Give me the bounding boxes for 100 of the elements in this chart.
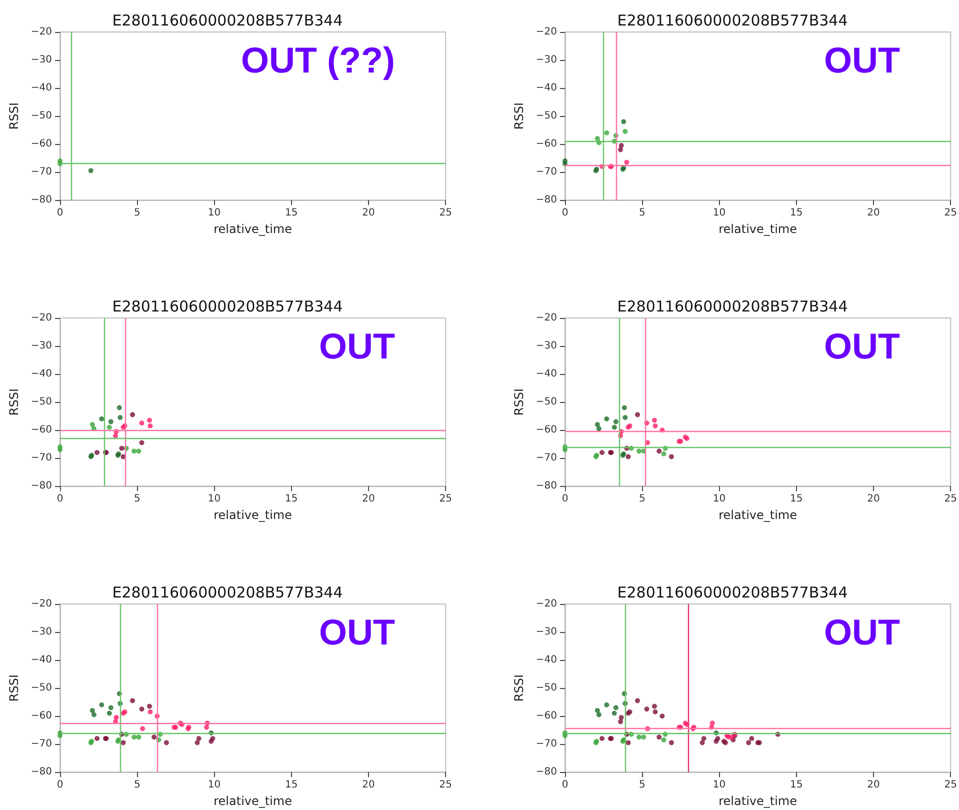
y-tick-label: −40: [30, 82, 52, 94]
x-tick-label: 20: [362, 780, 375, 791]
y-tick-label: −30: [30, 54, 52, 66]
chart-title: E280116060000208B577B344: [112, 12, 343, 30]
y-tick-label: −60: [536, 424, 558, 436]
chart-title: E280116060000208B577B344: [112, 584, 343, 602]
y-tick-label: −30: [536, 54, 558, 66]
x-axis-title: relative_time: [214, 222, 292, 236]
y-axis-title: RSSI: [7, 388, 21, 416]
x-tick-label: 20: [362, 494, 375, 505]
y-tick-label: −20: [30, 598, 52, 610]
x-tick-label: 0: [56, 208, 64, 219]
y-tick-label: −40: [30, 654, 52, 666]
y-tick-label: −70: [536, 452, 558, 464]
y-tick-label: −70: [30, 166, 52, 178]
x-tick-label: 10: [712, 494, 726, 505]
x-tick-label: 5: [134, 780, 140, 791]
x-tick-label: 5: [638, 208, 646, 219]
x-tick-label: 0: [562, 494, 568, 505]
y-tick-label: −40: [536, 82, 558, 94]
x-tick-label: 20: [867, 494, 880, 505]
chart-title: E280116060000208B577B344: [617, 12, 848, 30]
x-tick-label: 10: [712, 208, 726, 219]
x-tick-label: 15: [790, 494, 803, 505]
y-axis-title: RSSI: [512, 102, 526, 130]
x-tick-label: 15: [285, 208, 298, 219]
annotation: OUT: [824, 612, 900, 652]
x-tick-label: 25: [944, 208, 958, 219]
y-tick-label: −80: [536, 194, 558, 206]
y-tick-label: −80: [30, 194, 52, 206]
y-axis-title: RSSI: [7, 102, 21, 130]
x-tick-label: 10: [208, 494, 221, 505]
x-tick-label: 15: [790, 780, 803, 791]
y-tick-label: −40: [536, 654, 558, 666]
y-tick-label: −20: [30, 26, 52, 38]
x-axis-title: relative_time: [718, 794, 798, 808]
y-tick-label: −30: [536, 340, 558, 352]
y-tick-label: −60: [536, 710, 558, 722]
y-tick-label: −30: [536, 626, 558, 638]
y-tick-label: −50: [536, 396, 558, 408]
x-tick-label: 0: [56, 780, 64, 791]
y-tick-label: −50: [536, 110, 558, 122]
x-tick-label: 10: [208, 208, 221, 219]
y-tick-label: −80: [30, 766, 52, 778]
y-tick-label: −20: [536, 312, 558, 324]
x-tick-label: 0: [562, 208, 568, 219]
y-tick-label: −50: [30, 396, 52, 408]
x-tick-label: 25: [439, 494, 452, 505]
x-tick-label: 25: [944, 494, 958, 505]
chart-title: E280116060000208B577B344: [617, 584, 848, 602]
x-tick-label: 15: [790, 208, 803, 219]
y-tick-label: −20: [536, 26, 558, 38]
x-tick-label: 5: [638, 780, 646, 791]
y-tick-label: −80: [536, 480, 558, 492]
annotation: OUT: [319, 612, 396, 652]
y-tick-label: −80: [536, 766, 558, 778]
x-tick-label: 5: [134, 494, 140, 505]
x-tick-label: 5: [134, 208, 140, 219]
chart-title: E280116060000208B577B344: [112, 298, 343, 316]
annotation: OUT: [319, 326, 396, 366]
chart-title: E280116060000208B577B344: [617, 298, 848, 316]
x-tick-label: 10: [712, 780, 726, 791]
x-tick-label: 20: [867, 780, 880, 791]
y-tick-label: −40: [536, 368, 558, 380]
y-tick-label: −30: [30, 626, 52, 638]
y-tick-label: −70: [30, 452, 52, 464]
annotation: OUT: [824, 326, 900, 366]
y-tick-label: −70: [30, 738, 52, 750]
y-tick-label: −20: [30, 312, 52, 324]
x-axis-title: relative_time: [214, 508, 292, 522]
y-tick-label: −60: [536, 138, 558, 150]
y-axis-title: RSSI: [512, 674, 526, 702]
y-tick-label: −60: [30, 710, 52, 722]
x-axis-title: relative_time: [214, 794, 292, 808]
x-tick-label: 15: [285, 494, 298, 505]
x-tick-label: 25: [944, 780, 958, 791]
y-axis-title: RSSI: [7, 674, 21, 702]
y-tick-label: −20: [536, 598, 558, 610]
annotation: OUT: [824, 40, 900, 80]
annotation: OUT (??): [241, 40, 396, 80]
y-tick-label: −40: [30, 368, 52, 380]
x-axis-title: relative_time: [718, 222, 798, 236]
x-tick-label: 20: [362, 208, 375, 219]
y-tick-label: −60: [30, 138, 52, 150]
y-tick-label: −50: [30, 682, 52, 694]
x-tick-label: 0: [56, 494, 64, 505]
y-tick-label: −70: [536, 738, 558, 750]
x-tick-label: 25: [439, 208, 452, 219]
x-tick-label: 20: [867, 208, 880, 219]
x-tick-label: 25: [439, 780, 452, 791]
y-tick-label: −80: [30, 480, 52, 492]
x-tick-label: 15: [285, 780, 298, 791]
y-tick-label: −60: [30, 424, 52, 436]
x-axis-title: relative_time: [718, 508, 798, 522]
x-tick-label: 0: [562, 780, 568, 791]
x-tick-label: 10: [208, 780, 221, 791]
x-tick-label: 5: [638, 494, 646, 505]
y-tick-label: −30: [30, 340, 52, 352]
y-tick-label: −50: [30, 110, 52, 122]
y-axis-title: RSSI: [512, 388, 526, 416]
